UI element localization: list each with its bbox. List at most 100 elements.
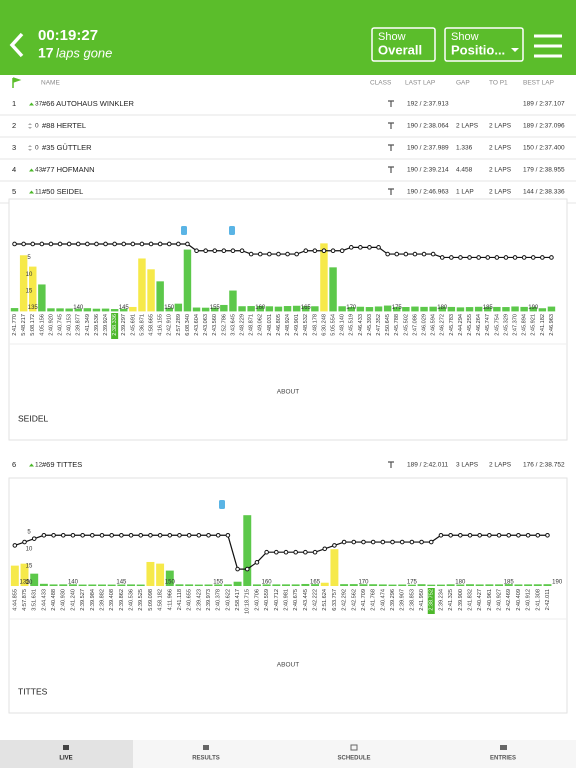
lap-bar — [127, 584, 136, 586]
x-tick-label: 155 — [213, 580, 224, 586]
position-point — [138, 532, 144, 538]
lap-bar — [120, 308, 128, 312]
change-icon — [29, 190, 34, 194]
position-point — [394, 251, 400, 257]
position-point — [22, 539, 27, 545]
table-row[interactable]: 3 0 #35 GÜTTLER 190 / 2:37.989 1.336 2 LAPS 15… — [0, 143, 576, 160]
lap-time-label: 5:09.098 — [148, 589, 154, 611]
lap-time-label: 2:42.910 — [167, 314, 173, 336]
lap-time-label: 2:39.408 — [109, 589, 115, 611]
chart-card — [8, 198, 568, 441]
lap-bar — [20, 563, 29, 586]
position-point — [230, 248, 236, 254]
lap-time-label: 2:40.559 — [264, 589, 270, 611]
position-point — [380, 539, 386, 545]
lap-bar — [493, 306, 501, 312]
position-point — [157, 532, 163, 538]
position-point — [121, 241, 127, 247]
lap-bar — [485, 584, 494, 586]
back-button[interactable] — [9, 32, 24, 58]
lap-bar — [138, 258, 146, 312]
lap-bar — [347, 307, 355, 312]
lap-time-label: 2:40.706 — [254, 589, 260, 611]
x-tick-label: 165 — [310, 580, 321, 586]
x-tick-label: 180 — [455, 580, 466, 586]
class-icon — [388, 166, 394, 173]
lap-bar — [192, 307, 201, 312]
tab-label[interactable]: RESULTS — [192, 756, 220, 762]
lap-bar — [311, 584, 320, 586]
show-position-button[interactable]: Show Positio... — [444, 27, 524, 62]
position-point — [376, 245, 381, 250]
position-point — [487, 532, 492, 538]
position-point — [525, 532, 531, 538]
lap-bar — [282, 584, 290, 586]
table-row[interactable]: 2 0 #88 HERTEL 190 / 2:38.064 2 LAPS 2 LAPS 18… — [0, 121, 576, 138]
lap-time-label: 2:41.832 — [467, 589, 473, 611]
driver-title: SEIDEL — [18, 413, 49, 423]
lap-time-label: 4:58.665 — [149, 314, 155, 336]
lap-bar — [204, 584, 213, 586]
lap-time-label: 2:42.292 — [342, 589, 348, 611]
lap-bar — [456, 584, 465, 586]
position-point — [51, 532, 56, 538]
lap-time-label: 2:41.240 — [70, 589, 76, 611]
lap-time-label: 2:45.783 — [449, 314, 455, 336]
menu-button[interactable] — [534, 34, 562, 58]
best-lap: 144 / 2:38.336 — [523, 189, 565, 196]
lap-bar — [10, 565, 19, 586]
last-lap: 190 / 2:37.989 — [407, 145, 449, 152]
lap-bar — [129, 306, 137, 312]
show-overall-button[interactable]: Show Overall — [371, 27, 436, 62]
about-link[interactable]: ABOUT — [277, 662, 299, 669]
lap-time-label: 2:57.289 — [176, 314, 182, 336]
lap-bar — [383, 305, 392, 312]
driver-name: #88 HERTEL — [42, 121, 86, 130]
position-point — [521, 255, 527, 260]
lap-bar — [393, 306, 401, 312]
y-tick-label: 5 — [27, 529, 31, 535]
position-point — [254, 560, 260, 565]
position-point — [48, 241, 54, 247]
lap-time-label: 2:41.118 — [177, 589, 183, 610]
table-row[interactable]: 1 37 #66 AUTOHAUS WINKLER 192 / 2:37.913 189… — [0, 99, 576, 116]
x-tick-label: 155 — [210, 305, 221, 311]
table-row[interactable]: 4 43 #77 HOFMANN 190 / 2:39.214 4.458 2 LAPS 1… — [0, 165, 576, 182]
lap-time-label: 2:45.255 — [467, 314, 473, 336]
lap-bar — [504, 584, 513, 586]
lap-bar — [378, 584, 387, 586]
lap-bar — [369, 584, 378, 586]
position-point — [476, 255, 481, 260]
lap-time-label: 4:05.156 — [39, 314, 45, 336]
lap-time-label: 6:30.248 — [321, 314, 327, 336]
tab-label[interactable]: SCHEDULE — [337, 756, 370, 762]
lap-bar — [265, 306, 274, 312]
table-row[interactable]: 6 12 #69 TITTES 189 / 2:42.011 3 LAPS 2 LAPS 1… — [12, 460, 565, 469]
position-point — [157, 241, 163, 247]
x-tick-label: 150 — [165, 580, 176, 586]
position-point — [80, 532, 85, 538]
lap-bar — [411, 306, 419, 312]
lap-time-label: 2:39.297 — [121, 314, 127, 336]
lap-bar — [233, 581, 242, 586]
position-change: 0 — [35, 123, 39, 130]
lap-bar — [398, 584, 407, 586]
lap-bar — [68, 584, 77, 586]
lap-time-label: 2:45.894 — [522, 314, 528, 336]
about-link[interactable]: ABOUT — [277, 389, 299, 396]
position-point — [412, 251, 418, 257]
position-point — [409, 539, 415, 545]
tab-label[interactable]: ENTRIES — [490, 756, 516, 762]
position-point — [458, 255, 463, 260]
lap-time-label: 2:49.901 — [294, 314, 300, 336]
position-point — [494, 255, 500, 260]
lap-time-label: 2:41.182 — [540, 314, 546, 336]
chart-card — [8, 477, 568, 714]
lap-bar — [311, 306, 319, 312]
position-point — [367, 245, 372, 250]
column-label: TO P1 — [489, 80, 508, 87]
lap-bar — [533, 584, 542, 586]
lap-time-label: 2:40.745 — [58, 314, 64, 336]
lap-time-label: 2:45.691 — [130, 314, 136, 336]
tab-label[interactable]: LIVE — [59, 756, 72, 762]
